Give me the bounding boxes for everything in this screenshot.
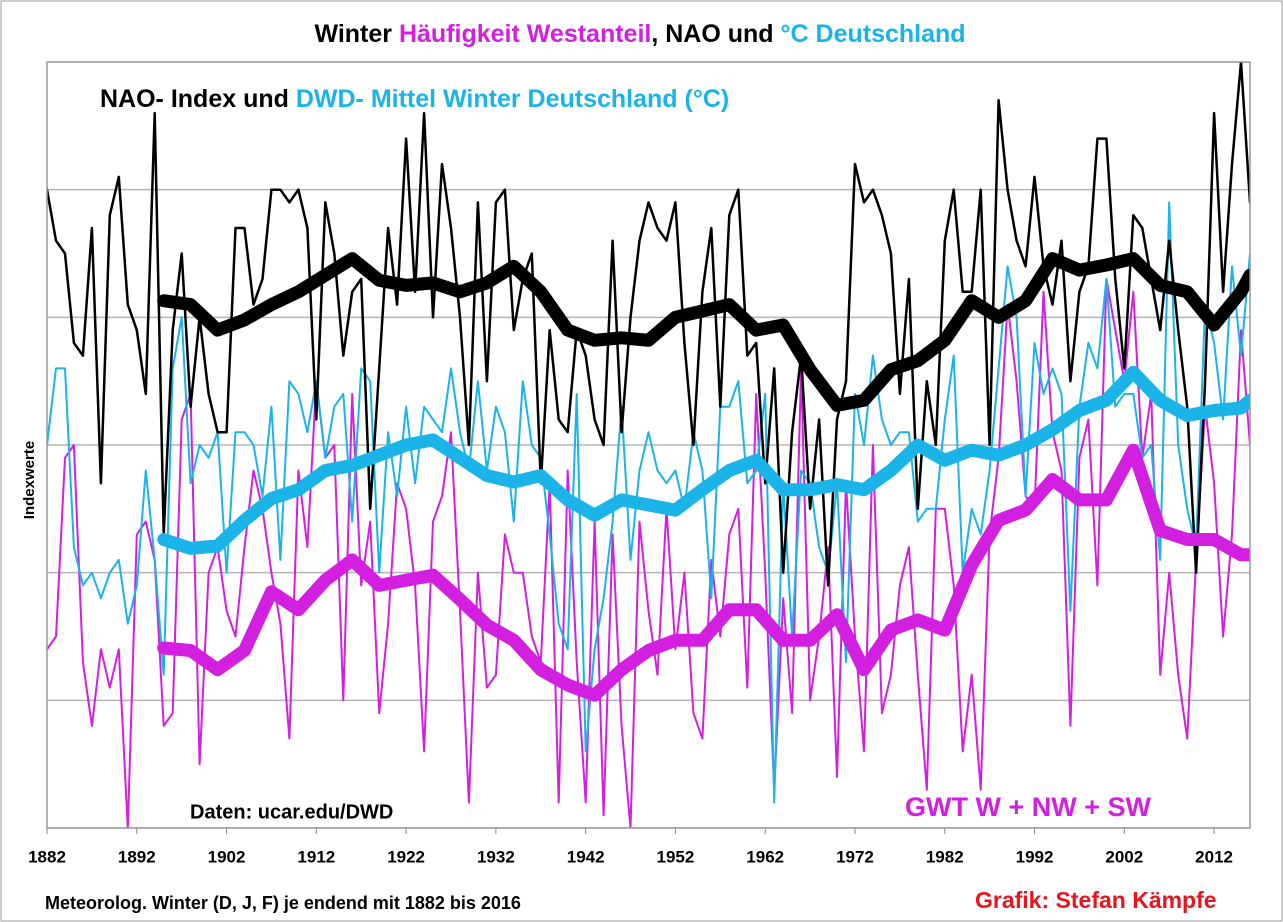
x-tick-label: 2012 (1195, 847, 1233, 866)
title-part: Winter (314, 20, 392, 48)
subtitle: NAO- Index und DWD- Mittel Winter Deutsc… (100, 85, 729, 113)
x-tick-label: 1892 (118, 847, 156, 866)
series-line (157, 252, 1250, 412)
x-tick-label: 1882 (28, 847, 66, 866)
x-tick-label: 1942 (567, 847, 605, 866)
plot (47, 62, 1250, 828)
x-tick-label: 1912 (297, 847, 335, 866)
x-axis-label: Meteorolog. Winter (D, J, F) je endend m… (45, 893, 521, 913)
x-tick-label: 1902 (208, 847, 246, 866)
x-tick-label: 2002 (1105, 847, 1143, 866)
chart-title: Winter Häufigkeit Westanteil, NAO und °C… (314, 20, 965, 48)
x-tick-label: 1952 (657, 847, 695, 866)
x-tick-label: 1972 (836, 847, 874, 866)
x-tick-label: 1992 (1016, 847, 1054, 866)
plot-border (46, 61, 1251, 829)
x-tick-label: 1962 (746, 847, 784, 866)
annotation: Grafik: Stefan Kämpfe (975, 887, 1217, 913)
title-part: °C Deutschland (781, 20, 966, 48)
title-part: Häufigkeit Westanteil (399, 20, 651, 48)
annotation: GWT W + NW + SW (905, 792, 1151, 822)
subtitle-part: DWD- Mittel Winter Deutschland (°C) (296, 85, 729, 113)
series-line (47, 62, 1250, 587)
x-tick-label: 1932 (477, 847, 515, 866)
title-part: , NAO und (651, 20, 773, 48)
series-line (157, 365, 1250, 555)
x-tick-label: 1922 (387, 847, 425, 866)
series-line (47, 201, 1250, 804)
annotation: Daten: ucar.edu/DWD (190, 801, 393, 823)
series-line (157, 443, 1250, 702)
subtitle-part: NAO- Index und (100, 85, 289, 113)
y-axis-label: Indexwerte (21, 441, 38, 519)
x-tick-label: 1982 (926, 847, 964, 866)
